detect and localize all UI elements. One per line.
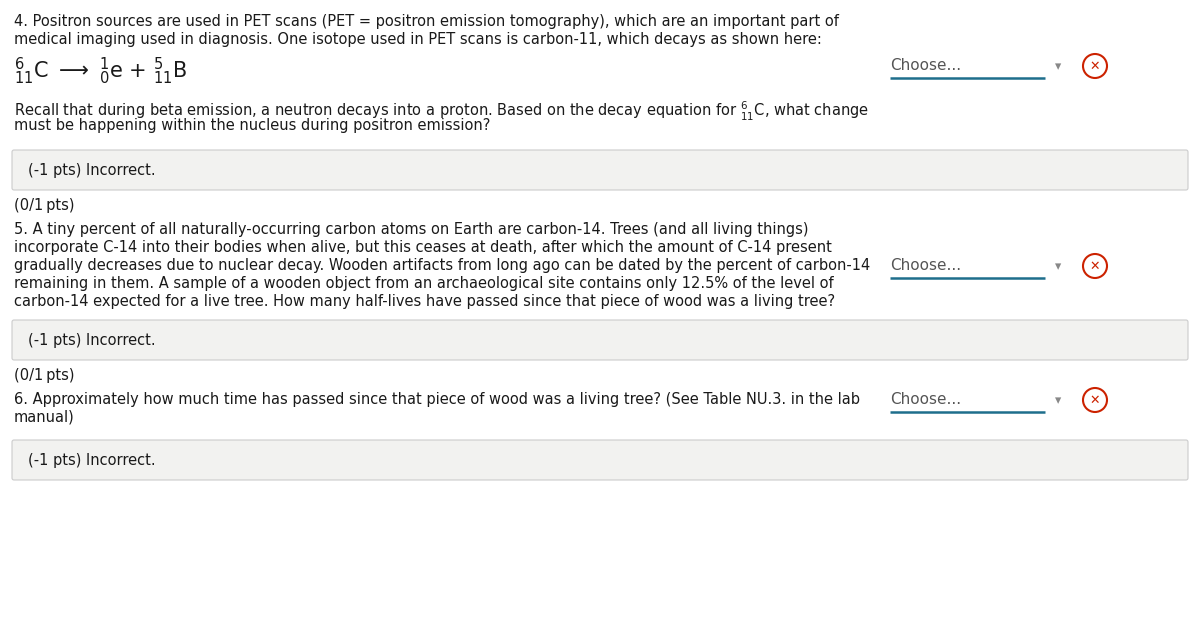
Text: 4. Positron sources are used in PET scans (PET = positron emission tomography), : 4. Positron sources are used in PET scan… bbox=[14, 14, 839, 29]
FancyBboxPatch shape bbox=[12, 150, 1188, 190]
FancyBboxPatch shape bbox=[12, 440, 1188, 480]
Text: (0/1 pts): (0/1 pts) bbox=[14, 368, 74, 383]
Text: ▾: ▾ bbox=[1055, 60, 1061, 73]
Text: gradually decreases due to nuclear decay. Wooden artifacts from long ago can be : gradually decreases due to nuclear decay… bbox=[14, 258, 870, 273]
Text: Choose...: Choose... bbox=[890, 392, 961, 407]
Text: (-1 pts) Incorrect.: (-1 pts) Incorrect. bbox=[28, 162, 156, 178]
Text: Choose...: Choose... bbox=[890, 258, 961, 273]
Text: manual): manual) bbox=[14, 410, 74, 425]
Text: Choose...: Choose... bbox=[890, 58, 961, 73]
Text: remaining in them. A sample of a wooden object from an archaeological site conta: remaining in them. A sample of a wooden … bbox=[14, 276, 834, 291]
Text: $^{6}_{11}$C $\longrightarrow$ $^{1}_{0}$e $+$ $^{5}_{11}$B: $^{6}_{11}$C $\longrightarrow$ $^{1}_{0}… bbox=[14, 56, 187, 87]
Text: ▾: ▾ bbox=[1055, 394, 1061, 407]
Text: 5. A tiny percent of all naturally-occurring carbon atoms on Earth are carbon-14: 5. A tiny percent of all naturally-occur… bbox=[14, 222, 809, 237]
Text: ✕: ✕ bbox=[1090, 393, 1100, 406]
Text: Recall that during beta emission, a neutron decays into a proton. Based on the d: Recall that during beta emission, a neut… bbox=[14, 100, 869, 123]
Text: (-1 pts) Incorrect.: (-1 pts) Incorrect. bbox=[28, 453, 156, 468]
Text: 6. Approximately how much time has passed since that piece of wood was a living : 6. Approximately how much time has passe… bbox=[14, 392, 860, 407]
Text: (-1 pts) Incorrect.: (-1 pts) Incorrect. bbox=[28, 332, 156, 348]
Text: medical imaging used in diagnosis. One isotope used in PET scans is carbon-11, w: medical imaging used in diagnosis. One i… bbox=[14, 32, 822, 47]
Text: (0/1 pts): (0/1 pts) bbox=[14, 198, 74, 213]
Text: ▾: ▾ bbox=[1055, 260, 1061, 273]
Text: incorporate C-14 into their bodies when alive, but this ceases at death, after w: incorporate C-14 into their bodies when … bbox=[14, 240, 832, 255]
Text: must be happening within the nucleus during positron emission?: must be happening within the nucleus dur… bbox=[14, 118, 491, 133]
Text: ✕: ✕ bbox=[1090, 260, 1100, 272]
FancyBboxPatch shape bbox=[12, 320, 1188, 360]
Text: ✕: ✕ bbox=[1090, 59, 1100, 73]
Text: carbon-14 expected for a live tree. How many half-lives have passed since that p: carbon-14 expected for a live tree. How … bbox=[14, 294, 835, 309]
